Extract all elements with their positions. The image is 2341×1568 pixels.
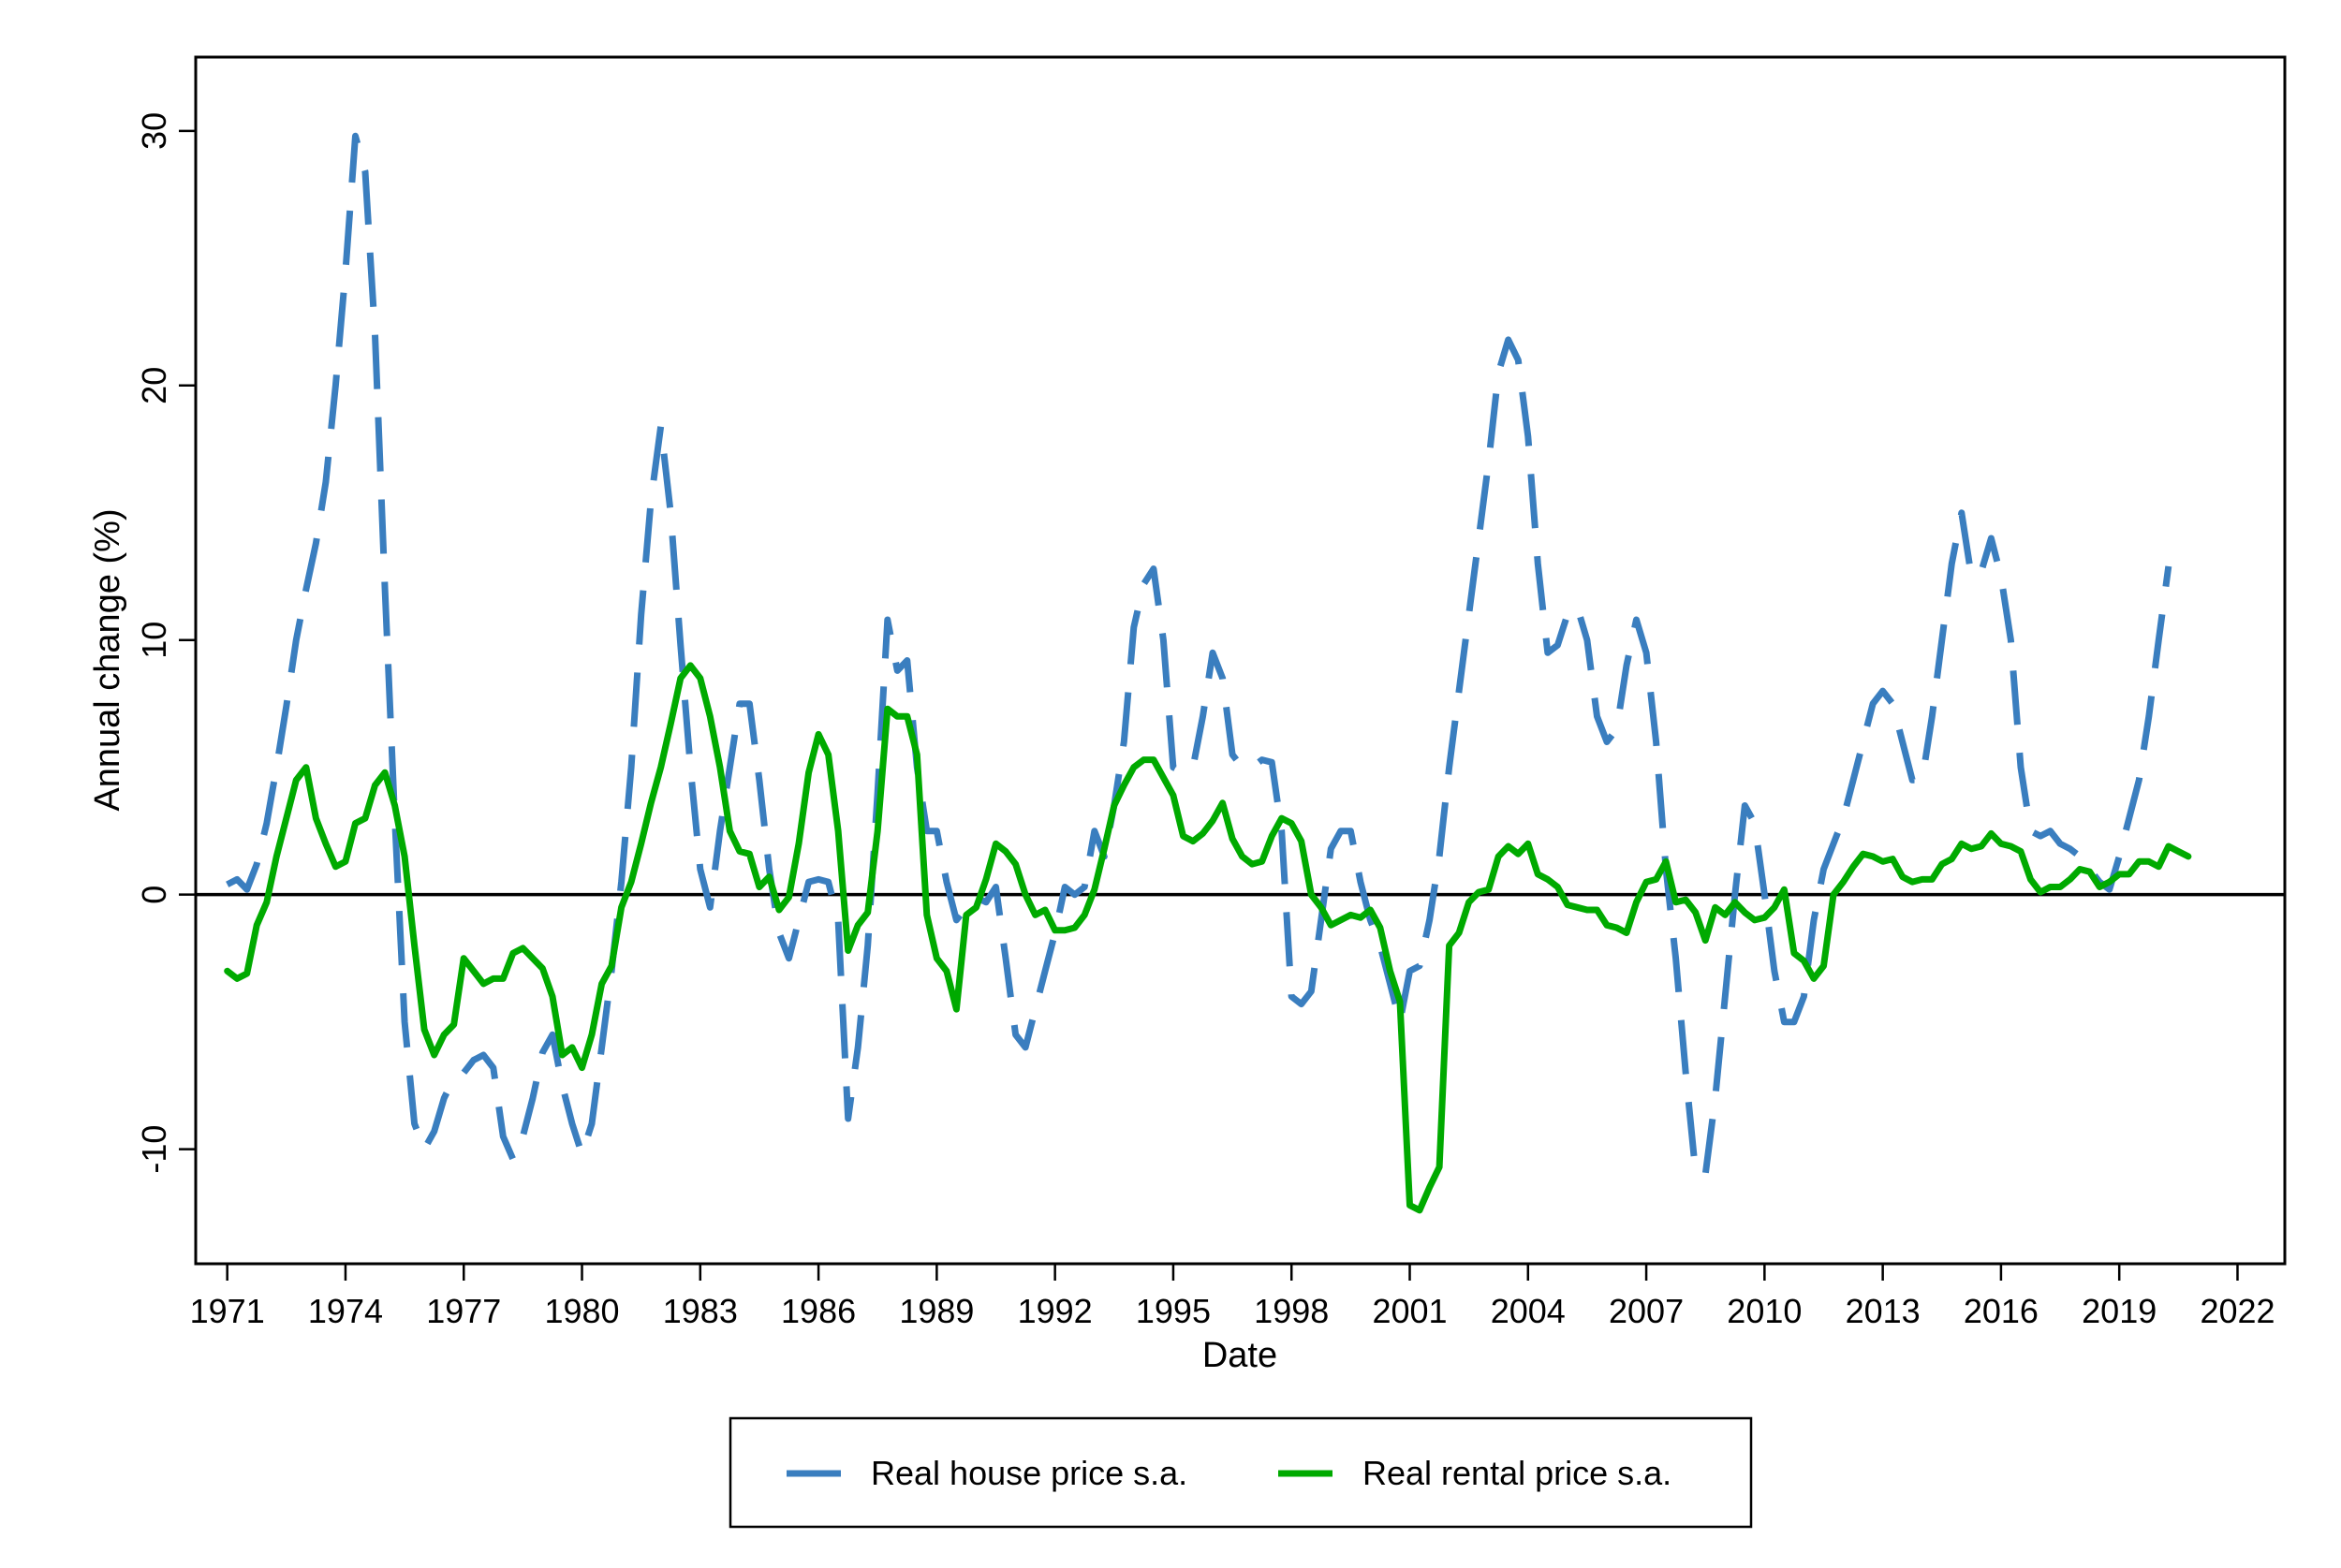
y-tick-label: -10 — [135, 1125, 173, 1174]
x-tick-label: 1974 — [308, 1292, 383, 1330]
x-tick-label: 1971 — [190, 1292, 265, 1330]
x-tick-label: 2004 — [1491, 1292, 1566, 1330]
x-axis-title: Date — [1202, 1336, 1277, 1375]
series-line-house-price — [226, 132, 2172, 1179]
x-tick-label: 1986 — [781, 1292, 856, 1330]
x-tick-label: 2007 — [1609, 1292, 1684, 1330]
x-tick-label: 2016 — [1964, 1292, 2039, 1330]
x-tick-label: 1998 — [1254, 1292, 1329, 1330]
y-axis: -10 0 10 20 30 — [135, 112, 196, 1174]
y-tick-label: 20 — [135, 367, 173, 404]
x-axis: 1971 1974 1977 1980 1983 1986 1989 1992 1995 1998… — [190, 1264, 2275, 1330]
y-tick-label: 30 — [135, 112, 173, 150]
plot-frame — [194, 55, 2287, 1266]
series-layer — [224, 132, 2192, 1214]
x-tick-label: 2001 — [1372, 1292, 1447, 1330]
x-tick-label: 2022 — [2200, 1292, 2275, 1330]
y-tick-label: 10 — [135, 622, 173, 659]
x-tick-label: 2013 — [1846, 1292, 1921, 1330]
legend-label-rental-price: Real rental price s.a. — [1362, 1454, 1671, 1492]
x-tick-label: 1983 — [663, 1292, 738, 1330]
legend-box — [729, 1416, 1753, 1529]
x-tick-label: 1992 — [1018, 1292, 1093, 1330]
y-axis-title: Annual change (%) — [88, 508, 127, 811]
legend-label-house-price: Real house price s.a. — [871, 1454, 1187, 1492]
x-tick-label: 1977 — [426, 1292, 501, 1330]
x-tick-label: 2019 — [2082, 1292, 2157, 1330]
y-tick-label: 0 — [135, 886, 173, 904]
legend: Real house price s.a. Real rental price … — [729, 1416, 1753, 1529]
series-line-rental-price — [224, 662, 2192, 1214]
x-tick-label: 1980 — [544, 1292, 619, 1330]
x-tick-label: 1995 — [1136, 1292, 1211, 1330]
x-tick-label: 1989 — [899, 1292, 974, 1330]
x-tick-label: 2010 — [1727, 1292, 1802, 1330]
